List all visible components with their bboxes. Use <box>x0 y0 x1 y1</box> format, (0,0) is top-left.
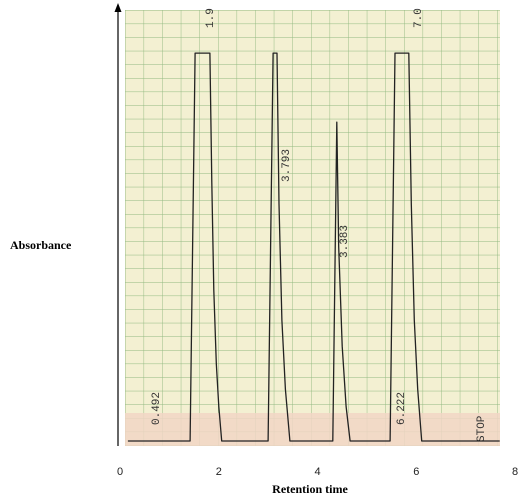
annotation: 1.9 <box>205 8 217 28</box>
x-tick-label: 6 <box>413 466 419 478</box>
annotation: 3.383 <box>339 225 351 258</box>
annotation: STOP <box>476 415 488 442</box>
x-tick-label: 0 <box>117 466 123 478</box>
x-tick-label: 8 <box>512 466 518 478</box>
x-axis-title: Retention time <box>272 482 348 496</box>
paper-grid <box>125 10 500 446</box>
annotation: 3.793 <box>281 149 293 182</box>
y-axis-title: Absorbance <box>10 238 72 252</box>
annotation: 6.222 <box>396 392 408 425</box>
annotation: 7.0 <box>413 8 425 28</box>
x-tick-label: 4 <box>314 466 320 478</box>
x-tick-label: 2 <box>216 466 222 478</box>
y-axis-arrow <box>115 3 122 12</box>
chart: Absorbance Retention time 0.492 1.9 3.79… <box>0 0 518 501</box>
annotation: 0.492 <box>151 392 163 425</box>
